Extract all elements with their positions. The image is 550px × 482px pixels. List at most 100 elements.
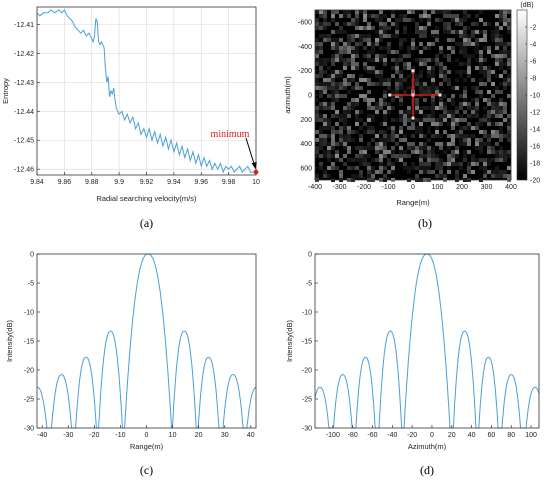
b-heatmap-cell [383,98,387,102]
b-heatmap-cell [479,62,483,66]
b-heatmap-cell [383,54,387,58]
b-heatmap-cell [331,138,335,142]
b-colorbar-tick-label: -6 [530,59,536,66]
b-heatmap-cell [447,134,451,138]
b-heatmap-cell [475,46,479,50]
b-heatmap-cell [451,94,455,98]
b-heatmap-cell [319,50,323,54]
b-heatmap-cell [427,66,431,70]
b-heatmap-cell [399,14,403,18]
b-target-sidelobe [438,93,442,97]
b-heatmap-cell [451,138,455,142]
b-heatmap-cell [383,82,387,86]
b-heatmap-cell [411,118,415,122]
b-heatmap-cell [463,158,467,162]
c-xtick-label: 30 [221,432,229,439]
b-heatmap-cell [479,142,483,146]
b-heatmap-cell [475,22,479,26]
b-heatmap-cell [439,146,443,150]
b-heatmap-cell [383,90,387,94]
b-heatmap-cell [343,138,347,142]
b-heatmap-cell [487,118,491,122]
b-heatmap-cell [403,78,407,82]
b-heatmap-cell [447,158,451,162]
b-heatmap-cell [419,142,423,146]
b-heatmap-cell [315,146,319,150]
b-heatmap-cell [399,74,403,78]
b-heatmap-cell [319,106,323,110]
b-heatmap-cell [391,170,395,174]
b-heatmap-cell [315,174,319,178]
b-heatmap-cell [463,42,467,46]
b-heatmap-cell [379,46,383,50]
b-heatmap-cell [483,130,487,134]
b-heatmap-cell [383,134,387,138]
b-heatmap-cell [355,14,359,18]
b-heatmap-cell [499,38,503,42]
b-heatmap-cell [323,170,327,174]
b-heatmap-cell [319,70,323,74]
b-heatmap-cell [331,166,335,170]
b-heatmap-cell [499,90,503,94]
b-heatmap-cell [411,18,415,22]
b-heatmap-cell [379,150,383,154]
b-heatmap-cell [335,166,339,170]
b-heatmap-cell [355,102,359,106]
b-heatmap-cell [319,154,323,158]
b-heatmap-cell [451,102,455,106]
b-heatmap-cell [335,74,339,78]
b-heatmap-cell [483,82,487,86]
a-xtick-label: 9.94 [167,179,181,186]
b-heatmap-cell [435,126,439,130]
b-heatmap-cell [435,166,439,170]
b-heatmap-cell [463,150,467,154]
b-heatmap-cell [487,146,491,150]
b-heatmap-cell [471,110,475,114]
b-heatmap-cell [371,46,375,50]
b-heatmap-cell [395,50,399,54]
b-heatmap-cell [403,122,407,126]
b-heatmap-cell [391,162,395,166]
b-heatmap-cell [475,146,479,150]
b-heatmap-cell [335,122,339,126]
b-heatmap-cell [499,174,503,178]
b-heatmap-cell [427,130,431,134]
b-heatmap-cell [487,134,491,138]
b-heatmap-cell [463,118,467,122]
b-heatmap-cell [315,26,319,30]
b-heatmap-cell [399,126,403,130]
b-heatmap-cell [507,58,511,62]
b-heatmap-cell [351,62,355,66]
a-xtick-label: 9.86 [58,179,72,186]
b-heatmap-cell [331,58,335,62]
b-heatmap-cell [467,58,471,62]
b-heatmap-cell [451,118,455,122]
b-heatmap-cell [423,86,427,90]
b-heatmap-cell [495,142,499,146]
b-heatmap-cell [403,66,407,70]
b-xtick-label: 400 [505,184,517,191]
b-heatmap-cell [383,130,387,134]
b-heatmap-cell [447,114,451,118]
b-heatmap-cell [315,138,319,142]
b-heatmap-cell [411,142,415,146]
b-heatmap-cell [407,146,411,150]
b-heatmap-cell [451,134,455,138]
b-heatmap-cell [367,66,371,70]
b-heatmap-cell [407,54,411,58]
b-heatmap-cell [347,78,351,82]
d-azimuth-profile-line [314,253,540,429]
b-colorbar-tick-label: -16 [530,144,540,151]
b-heatmap-cell [443,150,447,154]
b-heatmap-cell [415,150,419,154]
b-heatmap-cell [399,130,403,134]
b-heatmap-cell [387,134,391,138]
b-heatmap-cell [507,130,511,134]
b-heatmap-cell [503,18,507,22]
b-heatmap-cell [415,30,419,34]
b-heatmap-cell [447,22,451,26]
b-heatmap-cell [315,22,319,26]
b-heatmap-cell [339,14,343,18]
b-heatmap-image [315,10,511,182]
a-caption: (a) [140,216,153,230]
